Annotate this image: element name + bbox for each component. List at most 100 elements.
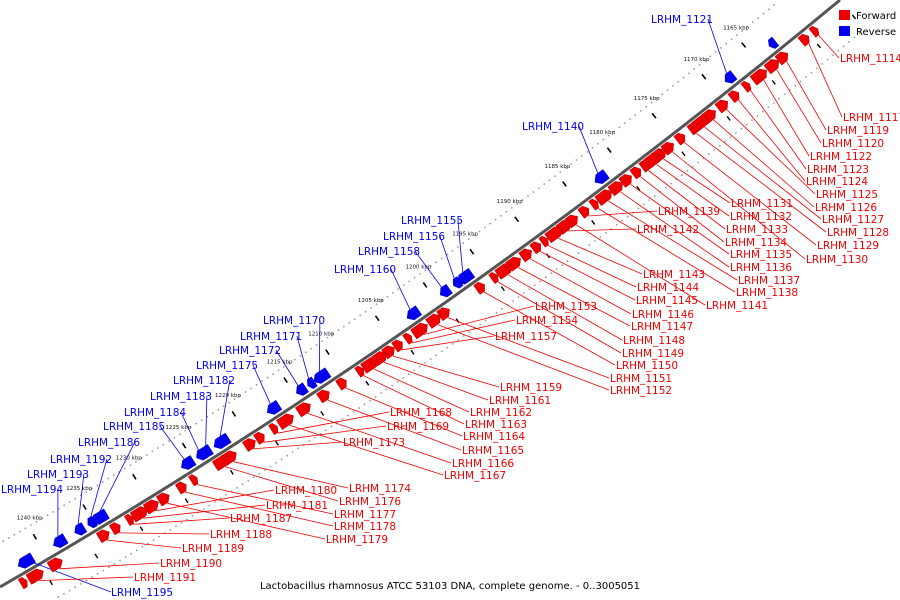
- gene-label-lrhm_1183[interactable]: LRHM_1183: [150, 391, 212, 403]
- forward-gene-feature[interactable]: [588, 198, 599, 211]
- forward-gene-feature[interactable]: [425, 313, 441, 329]
- gene-label-lrhm_1139[interactable]: LRHM_1139: [658, 206, 720, 218]
- forward-gene-feature[interactable]: [629, 166, 642, 180]
- reverse-gene-feature[interactable]: [91, 508, 110, 525]
- forward-gene-feature[interactable]: [316, 389, 330, 404]
- reverse-gene-feature[interactable]: [17, 552, 36, 569]
- gene-label-lrhm_1160[interactable]: LRHM_1160: [334, 264, 396, 276]
- gene-label-lrhm_1154[interactable]: LRHM_1154: [516, 315, 578, 327]
- gene-label-lrhm_1148[interactable]: LRHM_1148: [623, 335, 685, 347]
- reverse-gene-feature[interactable]: [296, 382, 309, 396]
- forward-gene-feature[interactable]: [494, 263, 512, 280]
- forward-gene-feature[interactable]: [241, 438, 256, 452]
- gene-label-lrhm_1159[interactable]: LRHM_1159: [500, 382, 562, 394]
- forward-gene-feature[interactable]: [46, 557, 63, 573]
- gene-label-lrhm_1123[interactable]: LRHM_1123: [807, 164, 869, 176]
- gene-label-lrhm_1146[interactable]: LRHM_1146: [632, 309, 694, 321]
- gene-label-lrhm_1184[interactable]: LRHM_1184: [124, 407, 186, 419]
- reverse-gene-feature[interactable]: [457, 267, 476, 285]
- reverse-gene-feature[interactable]: [196, 447, 210, 461]
- forward-gene-feature[interactable]: [714, 99, 728, 114]
- reverse-gene-feature[interactable]: [440, 283, 453, 298]
- gene-label-lrhm_1158[interactable]: LRHM_1158: [358, 246, 420, 258]
- gene-label-lrhm_1152[interactable]: LRHM_1152: [610, 385, 672, 397]
- gene-label-lrhm_1131[interactable]: LRHM_1131: [731, 198, 793, 210]
- gene-label-lrhm_1153[interactable]: LRHM_1153: [535, 301, 597, 313]
- forward-gene-feature[interactable]: [660, 141, 674, 156]
- reverse-gene-feature[interactable]: [181, 455, 197, 470]
- forward-gene-feature[interactable]: [253, 431, 265, 445]
- forward-gene-feature[interactable]: [607, 181, 623, 197]
- gene-label-lrhm_1171[interactable]: LRHM_1171: [240, 331, 302, 343]
- gene-label-lrhm_1119[interactable]: LRHM_1119: [827, 125, 889, 137]
- gene-label-lrhm_1172[interactable]: LRHM_1172: [219, 345, 281, 357]
- forward-gene-feature[interactable]: [174, 481, 187, 495]
- forward-gene-feature[interactable]: [594, 189, 612, 207]
- gene-label-lrhm_1168[interactable]: LRHM_1168: [390, 407, 452, 419]
- gene-label-lrhm_1141[interactable]: LRHM_1141: [706, 300, 768, 312]
- gene-label-lrhm_1126[interactable]: LRHM_1126: [815, 202, 877, 214]
- forward-gene-feature[interactable]: [275, 413, 294, 430]
- forward-gene-feature[interactable]: [188, 474, 199, 487]
- gene-label-lrhm_1162[interactable]: LRHM_1162: [470, 407, 532, 419]
- forward-gene-feature[interactable]: [211, 454, 230, 472]
- gene-label-lrhm_1180[interactable]: LRHM_1180: [275, 485, 337, 497]
- gene-label-lrhm_1165[interactable]: LRHM_1165: [462, 445, 524, 457]
- forward-gene-feature[interactable]: [618, 174, 632, 188]
- gene-label-lrhm_1127[interactable]: LRHM_1127: [822, 214, 884, 226]
- forward-gene-feature[interactable]: [686, 123, 698, 136]
- forward-gene-feature[interactable]: [797, 33, 810, 47]
- gene-label-lrhm_1134[interactable]: LRHM_1134: [725, 237, 787, 249]
- forward-gene-feature[interactable]: [638, 160, 650, 173]
- reverse-gene-feature[interactable]: [87, 515, 98, 529]
- gene-label-lrhm_1195[interactable]: LRHM_1195: [111, 587, 173, 599]
- forward-gene-feature[interactable]: [155, 492, 170, 507]
- reverse-gene-feature[interactable]: [213, 432, 232, 450]
- reverse-gene-feature[interactable]: [313, 367, 332, 384]
- gene-label-lrhm_1150[interactable]: LRHM_1150: [616, 360, 678, 372]
- gene-label-lrhm_1121[interactable]: LRHM_1121: [651, 14, 713, 26]
- forward-gene-feature[interactable]: [294, 402, 311, 418]
- gene-label-lrhm_1176[interactable]: LRHM_1176: [339, 496, 401, 508]
- gene-label-lrhm_1166[interactable]: LRHM_1166: [452, 458, 514, 470]
- gene-label-lrhm_1179[interactable]: LRHM_1179: [326, 534, 388, 546]
- gene-label-lrhm_1149[interactable]: LRHM_1149: [622, 348, 684, 360]
- gene-label-lrhm_1170[interactable]: LRHM_1170: [263, 315, 325, 327]
- forward-gene-feature[interactable]: [108, 522, 121, 536]
- gene-label-lrhm_1142[interactable]: LRHM_1142: [637, 224, 699, 236]
- forward-gene-feature[interactable]: [95, 529, 110, 544]
- gene-label-lrhm_1186[interactable]: LRHM_1186: [78, 437, 140, 449]
- reverse-gene-feature[interactable]: [768, 36, 780, 49]
- gene-label-lrhm_1185[interactable]: LRHM_1185: [103, 421, 165, 433]
- gene-label-lrhm_1130[interactable]: LRHM_1130: [806, 254, 868, 266]
- gene-label-lrhm_1164[interactable]: LRHM_1164: [463, 431, 525, 443]
- reverse-gene-feature[interactable]: [594, 169, 610, 184]
- gene-label-lrhm_1140[interactable]: LRHM_1140: [522, 121, 584, 133]
- reverse-gene-feature[interactable]: [452, 276, 464, 289]
- gene-label-lrhm_1193[interactable]: LRHM_1193: [27, 469, 89, 481]
- gene-label-lrhm_1136[interactable]: LRHM_1136: [730, 262, 792, 274]
- gene-label-lrhm_1145[interactable]: LRHM_1145: [636, 295, 698, 307]
- forward-gene-feature[interactable]: [518, 248, 532, 263]
- forward-gene-feature[interactable]: [354, 365, 365, 378]
- gene-label-lrhm_1114[interactable]: LRHM_1114: [840, 53, 900, 65]
- forward-gene-feature[interactable]: [740, 80, 752, 93]
- forward-gene-feature[interactable]: [123, 513, 134, 527]
- gene-label-lrhm_1190[interactable]: LRHM_1190: [160, 558, 222, 570]
- forward-gene-feature[interactable]: [538, 235, 549, 248]
- gene-label-lrhm_1174[interactable]: LRHM_1174: [349, 483, 411, 495]
- reverse-gene-feature[interactable]: [406, 305, 423, 321]
- forward-gene-feature[interactable]: [529, 241, 541, 255]
- gene-label-lrhm_1144[interactable]: LRHM_1144: [637, 282, 699, 294]
- forward-gene-feature[interactable]: [774, 51, 788, 66]
- forward-gene-feature[interactable]: [808, 25, 820, 38]
- gene-label-lrhm_1192[interactable]: LRHM_1192: [50, 454, 112, 466]
- forward-gene-feature[interactable]: [335, 377, 347, 391]
- gene-label-lrhm_1151[interactable]: LRHM_1151: [610, 373, 672, 385]
- gene-label-lrhm_1122[interactable]: LRHM_1122: [810, 151, 872, 163]
- gene-label-lrhm_1169[interactable]: LRHM_1169: [387, 421, 449, 433]
- gene-label-lrhm_1157[interactable]: LRHM_1157: [495, 331, 557, 343]
- forward-gene-feature[interactable]: [402, 332, 413, 345]
- forward-gene-feature[interactable]: [673, 132, 686, 146]
- gene-label-lrhm_1133[interactable]: LRHM_1133: [726, 224, 788, 236]
